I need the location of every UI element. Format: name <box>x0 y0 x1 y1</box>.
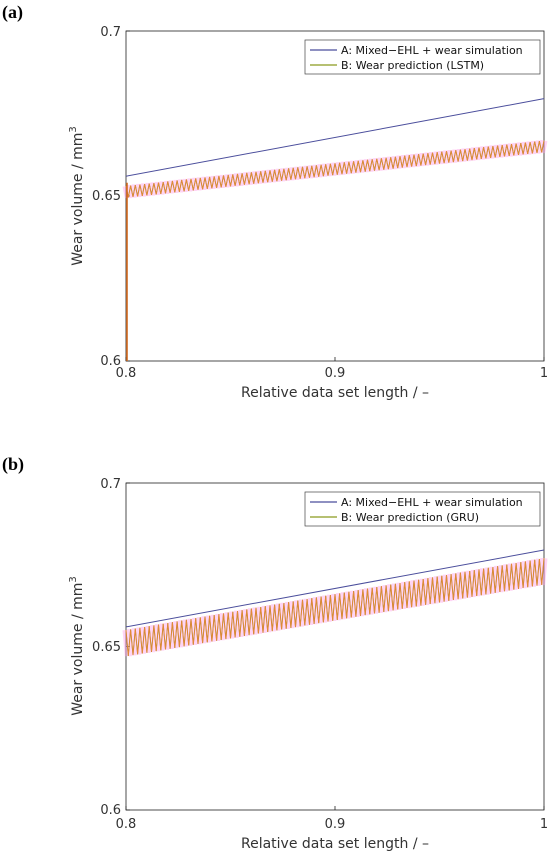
x-tick-a-1: 0.9 <box>325 366 346 381</box>
x-tick-b-0: 0.8 <box>116 817 137 832</box>
y-axis-label-b: Wear volume / mm3 <box>68 576 86 716</box>
legend-a: A: Mixed−EHL + wear simulation B: Wear p… <box>304 39 541 75</box>
x-tick-b-1: 0.9 <box>325 817 346 832</box>
plot-frame-b <box>125 482 545 811</box>
series-lines-b <box>122 549 548 657</box>
plot-frame-a <box>125 30 545 362</box>
series-b-overlay <box>125 140 545 198</box>
legend-box-b <box>304 491 541 527</box>
series-a-line <box>125 98 545 177</box>
series-a-line <box>125 549 545 628</box>
legend-entry-a-0: A: Mixed−EHL + wear simulation <box>341 44 523 57</box>
y-tick-a-2: 0.7 <box>100 25 121 40</box>
y-tick-b-2: 0.7 <box>100 477 121 492</box>
chart-panel-b: (b) 0.8 0.9 1 0.6 0.65 0.7 Relative data… <box>2 454 548 852</box>
x-tick-b-2: 1 <box>540 817 548 832</box>
legend-entry-b-1: B: Wear prediction (GRU) <box>341 511 479 524</box>
ticks-b <box>125 482 545 811</box>
legend-box-a <box>304 39 541 75</box>
y-tick-a-1: 0.65 <box>92 189 121 204</box>
x-tick-a-0: 0.8 <box>116 366 137 381</box>
y-tick-b-1: 0.65 <box>92 640 121 655</box>
legend-entry-a-1: B: Wear prediction (LSTM) <box>341 59 484 72</box>
legend-entry-b-0: A: Mixed−EHL + wear simulation <box>341 496 523 509</box>
x-tick-a-2: 1 <box>540 366 548 381</box>
y-tick-a-0: 0.6 <box>100 354 121 369</box>
x-axis-label-b: Relative data set length / – <box>241 836 429 852</box>
series-lines-a <box>122 98 548 361</box>
y-axis-label-a: Wear volume / mm3 <box>68 126 86 266</box>
series-b-overlay <box>125 558 545 656</box>
ticks-a <box>125 30 545 362</box>
panel-label-a: (a) <box>2 2 23 23</box>
y-tick-b-0: 0.6 <box>100 803 121 818</box>
legend-b: A: Mixed−EHL + wear simulation B: Wear p… <box>304 491 541 527</box>
x-axis-label-a: Relative data set length / – <box>241 385 429 401</box>
panel-label-b: (b) <box>2 454 24 475</box>
chart-panel-a: (a) 0.8 0.9 1 0.6 0.65 0.7 Relative data… <box>2 2 548 401</box>
